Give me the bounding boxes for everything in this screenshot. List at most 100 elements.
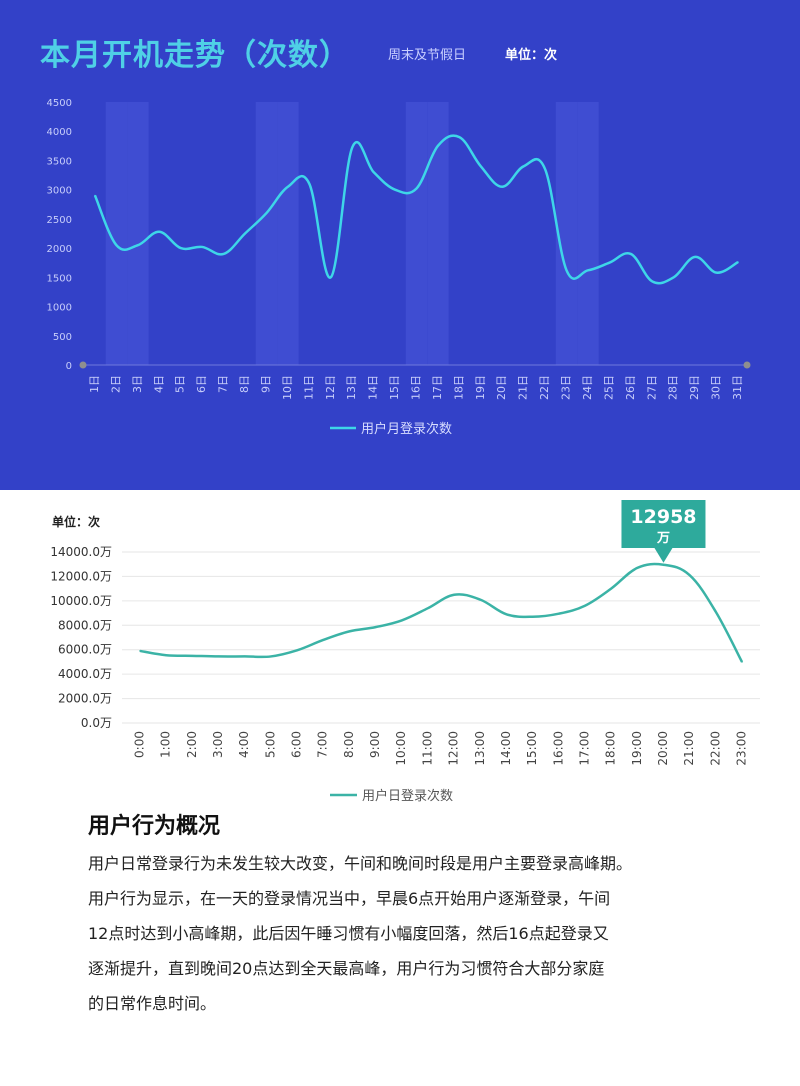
- x-tick-label: 14:00: [499, 731, 513, 766]
- x-tick-label: 27日: [645, 375, 658, 400]
- x-tick-label: 11:00: [420, 731, 434, 766]
- x-tick-label: 0:00: [133, 731, 147, 758]
- data-point: [400, 619, 403, 622]
- x-tick-label: 9:00: [368, 731, 382, 758]
- data-point: [322, 639, 325, 641]
- data-point: [741, 661, 743, 663]
- x-tick-label: 31日: [731, 375, 744, 400]
- data-point: [374, 626, 377, 628]
- series-line-daily: [139, 562, 744, 663]
- highlight-band: [405, 102, 428, 365]
- data-point: [587, 269, 589, 272]
- x-tick-label: 5日: [174, 375, 187, 393]
- data-point: [243, 655, 246, 658]
- x-tick-label: 12日: [324, 375, 337, 400]
- data-point: [565, 269, 568, 272]
- x-tick-label: 16:00: [551, 731, 565, 766]
- data-point: [557, 612, 560, 615]
- x-tick-label: 22日: [538, 375, 551, 400]
- series-line-monthly: [93, 134, 739, 285]
- data-point: [737, 261, 739, 263]
- data-point: [630, 253, 632, 255]
- x-tick-label: 1:00: [159, 731, 173, 758]
- data-point: [688, 574, 691, 577]
- paragraph-line: 用户行为显示，在一天的登录情况当中，早晨6点开始用户逐渐登录，午间: [88, 889, 611, 908]
- peak-value: 12958: [630, 506, 696, 528]
- x-tick-label: 1日: [88, 375, 101, 393]
- x-tick-label: 4日: [152, 375, 165, 393]
- highlight-band: [277, 102, 299, 365]
- x-tick-label: 18日: [452, 375, 465, 400]
- highlight-band: [255, 102, 278, 365]
- data-point: [501, 185, 504, 188]
- x-tick-label: 23:00: [735, 731, 749, 766]
- data-point: [270, 655, 272, 658]
- data-point: [479, 598, 482, 601]
- x-tick-label: 7日: [217, 375, 230, 393]
- data-point: [636, 567, 639, 569]
- x-tick-label: 7:00: [316, 731, 330, 758]
- data-point: [415, 187, 418, 190]
- y-tick-label: 2000: [47, 244, 72, 255]
- y-tick-label: 0.0万: [81, 716, 112, 730]
- data-point: [296, 649, 298, 652]
- peak-unit: 万: [656, 531, 670, 546]
- x-tick-label: 10日: [281, 375, 294, 400]
- data-point: [329, 276, 332, 279]
- data-point: [94, 194, 96, 197]
- weekend-holiday-note: 周末及节假日: [388, 48, 467, 63]
- y-tick-label: 8000.0万: [58, 618, 112, 632]
- x-tick-label: 15:00: [525, 731, 539, 766]
- daily-chart-panel: 单位：次 0.0万 2000.0万 4000.0万 6000.0万 8000.0万 1000…: [0, 490, 800, 1086]
- x-tick-label: 13:00: [473, 731, 487, 766]
- section-heading: 用户行为概况: [88, 814, 221, 839]
- data-point: [522, 165, 525, 168]
- x-tick-label: 21日: [517, 375, 530, 400]
- x-tick-label: 2:00: [185, 731, 199, 758]
- x-tick-label: 4:00: [237, 731, 251, 758]
- data-point: [453, 593, 455, 596]
- y-tick-label: 0: [66, 361, 72, 372]
- highlight-band: [127, 102, 149, 365]
- data-point: [458, 136, 461, 138]
- data-point: [158, 230, 161, 233]
- x-tick-label: 22:00: [708, 731, 722, 766]
- data-point: [662, 563, 665, 566]
- y-tick-label: 2500: [47, 215, 72, 226]
- x-tick-label: 8:00: [342, 731, 356, 758]
- x-tick-label: 10:00: [394, 731, 408, 766]
- x-tick-label: 18:00: [604, 731, 618, 766]
- y-tick-label: 1000: [47, 303, 72, 314]
- y-tick-label: 4500: [47, 98, 72, 109]
- x-tick-label: 20:00: [656, 731, 670, 766]
- data-point: [265, 212, 268, 214]
- x-tick-label: 5:00: [263, 731, 277, 758]
- data-point: [191, 655, 194, 657]
- legend-label: 用户日登录次数: [362, 788, 453, 804]
- data-point: [165, 654, 167, 657]
- x-tick-label: 11日: [302, 375, 315, 400]
- data-point: [351, 146, 354, 149]
- data-point: [222, 253, 225, 255]
- x-tick-label: 17日: [431, 375, 444, 400]
- highlight-band: [555, 102, 578, 365]
- paragraph-line: 的日常作息时间。: [88, 994, 217, 1013]
- y-tick-label: 6000.0万: [58, 643, 112, 657]
- peak-callout: [621, 500, 706, 548]
- data-point: [139, 650, 141, 652]
- data-point: [715, 271, 718, 274]
- paragraph-line: 逐渐提升，直到晚间20点达到全天最高峰，用户行为习惯符合大部分家庭: [88, 959, 605, 978]
- x-tick-label: 23日: [560, 375, 573, 400]
- data-point: [348, 630, 351, 633]
- y-tick-label: 2000.0万: [58, 692, 112, 706]
- x-tick-label: 28日: [667, 375, 680, 400]
- axis-end-dot: [743, 361, 751, 369]
- data-point: [672, 276, 675, 279]
- page-title: 本月开机走势（次数）: [40, 38, 350, 73]
- data-point: [394, 188, 396, 191]
- x-tick-label: 19日: [474, 375, 487, 400]
- x-tick-label: 6日: [195, 375, 208, 393]
- data-point: [427, 607, 429, 609]
- y-tick-label: 3500: [47, 156, 72, 167]
- data-point: [531, 615, 534, 618]
